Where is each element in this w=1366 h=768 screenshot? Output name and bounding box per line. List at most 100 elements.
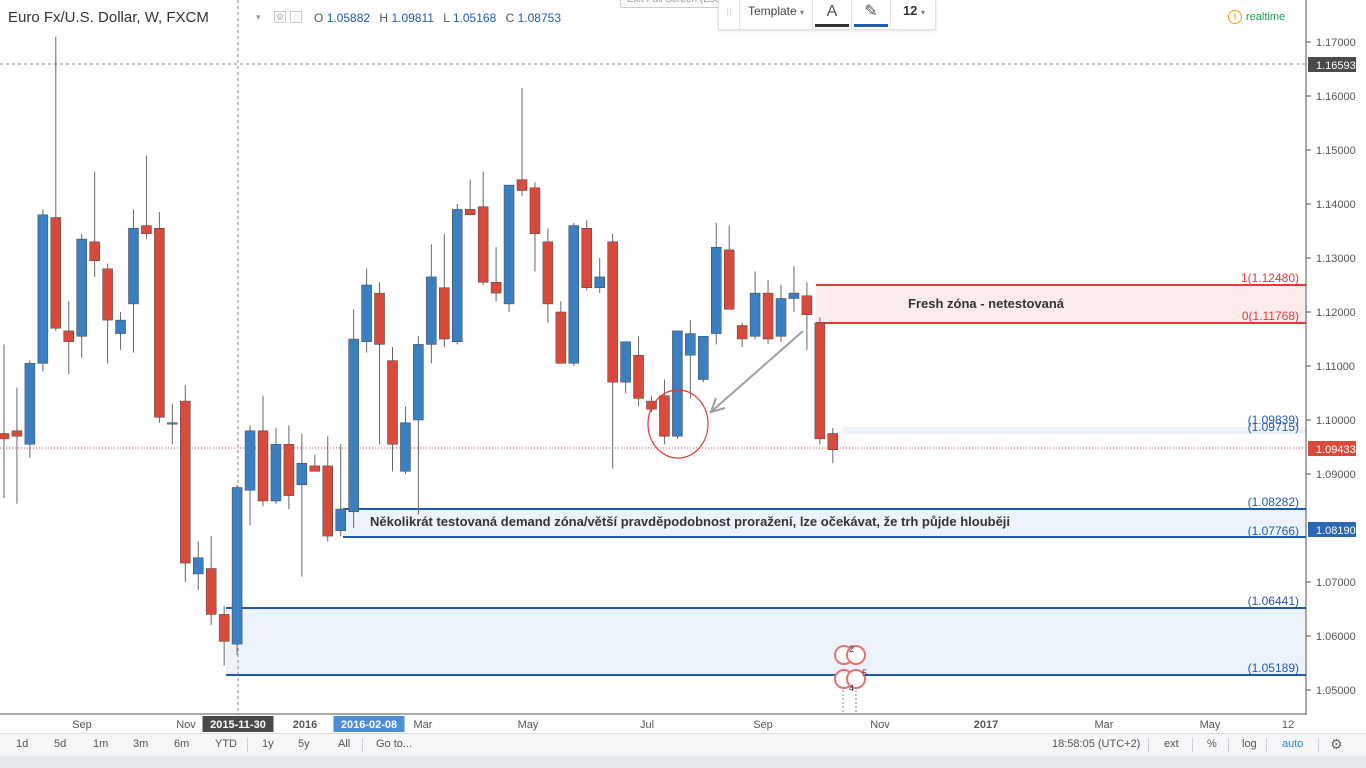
- candle[interactable]: [296, 433, 308, 577]
- candle[interactable]: [633, 336, 644, 407]
- candle[interactable]: [762, 279, 774, 345]
- candle[interactable]: [205, 536, 217, 626]
- price-axis[interactable]: 1.17000 1.16000 1.15000 1.14000 1.13000 1.120…: [1306, 37, 1356, 697]
- candle[interactable]: [529, 182, 541, 272]
- candle[interactable]: [270, 428, 282, 504]
- demand-zone[interactable]: [343, 509, 1306, 537]
- line-color-button[interactable]: ✎: [852, 0, 891, 29]
- exit-fullscreen-button[interactable]: Exit Full Screen (Esc): [620, 0, 731, 8]
- event-markers[interactable]: [834, 645, 866, 714]
- candle[interactable]: [167, 403, 178, 445]
- candle[interactable]: [115, 312, 126, 350]
- range-6m[interactable]: 6m: [174, 738, 190, 750]
- candle[interactable]: [788, 266, 800, 312]
- hide-icon[interactable]: ◌: [290, 11, 302, 23]
- goto-button[interactable]: Go to...: [376, 738, 413, 750]
- settings-icon[interactable]: ⚙: [274, 11, 286, 23]
- candle[interactable]: [775, 285, 787, 342]
- candle[interactable]: [76, 233, 87, 358]
- candle[interactable]: [814, 317, 826, 445]
- symbol-title[interactable]: Euro Fx/U.S. Dollar, W, FXCM: [8, 9, 209, 26]
- candle[interactable]: [257, 395, 269, 507]
- candle[interactable]: [24, 360, 36, 458]
- candle[interactable]: [231, 484, 243, 655]
- candle[interactable]: [516, 87, 528, 196]
- candle[interactable]: [322, 436, 333, 542]
- candle[interactable]: [439, 233, 450, 348]
- symbol-dropdown-icon[interactable]: ▾: [256, 12, 261, 22]
- candle[interactable]: [309, 455, 321, 472]
- candle[interactable]: [50, 36, 62, 331]
- range-1d[interactable]: 1d: [16, 738, 29, 750]
- annotation-arrow-line[interactable]: [711, 330, 804, 412]
- option-log[interactable]: log: [1242, 738, 1257, 750]
- candle[interactable]: [0, 344, 10, 499]
- template-dropdown[interactable]: Template ▾: [740, 0, 813, 29]
- range-all[interactable]: All: [338, 738, 351, 750]
- candle[interactable]: [37, 209, 49, 372]
- blue-upper-zone[interactable]: [843, 427, 1306, 434]
- candle[interactable]: [672, 330, 683, 439]
- candle[interactable]: [374, 282, 385, 445]
- annotation-circle[interactable]: [647, 389, 709, 459]
- candle[interactable]: [827, 428, 839, 464]
- candle[interactable]: [503, 184, 515, 312]
- gear-icon[interactable]: ⚙: [1330, 736, 1343, 752]
- option-percent[interactable]: %: [1207, 738, 1217, 750]
- candle[interactable]: [594, 258, 605, 294]
- candle[interactable]: [685, 320, 696, 399]
- candle[interactable]: [607, 233, 618, 469]
- drag-handle-icon[interactable]: ⁞⁞: [719, 0, 740, 29]
- candle[interactable]: [218, 606, 230, 666]
- candle[interactable]: [180, 384, 191, 582]
- crosshair-plus[interactable]: +: [1293, 57, 1301, 72]
- candle[interactable]: [426, 244, 437, 364]
- candle[interactable]: [128, 209, 139, 353]
- text-color-button[interactable]: A: [813, 0, 852, 29]
- range-1y[interactable]: 1y: [262, 738, 274, 750]
- candle[interactable]: [736, 322, 748, 348]
- option-auto[interactable]: auto: [1282, 738, 1304, 750]
- candle[interactable]: [154, 212, 165, 423]
- clock-display[interactable]: 18:58:05 (UTC+2): [1052, 738, 1141, 750]
- candle[interactable]: [581, 220, 592, 291]
- candle[interactable]: [801, 282, 813, 350]
- candle[interactable]: [63, 301, 74, 375]
- candle[interactable]: [335, 444, 346, 537]
- candle[interactable]: [542, 228, 554, 323]
- candle[interactable]: [555, 301, 567, 364]
- candle[interactable]: [89, 171, 100, 277]
- time-axis[interactable]: Sep Nov 2015-11-30 2016 2016-02-08 Mar May Jul S…: [72, 716, 1294, 732]
- range-1m[interactable]: 1m: [93, 738, 109, 750]
- candle[interactable]: [620, 341, 631, 393]
- candle[interactable]: [698, 336, 709, 383]
- range-5y[interactable]: 5y: [298, 738, 310, 750]
- font-size-dropdown[interactable]: 12 ▾: [893, 0, 935, 29]
- candle[interactable]: [141, 155, 152, 240]
- candle[interactable]: [400, 406, 411, 475]
- candle[interactable]: [244, 425, 256, 526]
- candle[interactable]: [413, 336, 424, 515]
- range-ytd[interactable]: YTD: [215, 738, 237, 750]
- candle[interactable]: [283, 425, 295, 510]
- candle[interactable]: [568, 222, 580, 366]
- candle[interactable]: [387, 347, 398, 472]
- candle[interactable]: [477, 171, 489, 285]
- range-5d[interactable]: 5d: [54, 738, 67, 750]
- candle[interactable]: [452, 204, 463, 345]
- fresh-zone[interactable]: [816, 285, 1306, 323]
- candle[interactable]: [490, 247, 502, 302]
- candle[interactable]: [749, 271, 761, 340]
- candle[interactable]: [723, 225, 735, 310]
- realtime-indicator[interactable]: ! realtime: [1228, 10, 1285, 24]
- option-ext[interactable]: ext: [1164, 738, 1179, 750]
- candle[interactable]: [348, 309, 359, 528]
- candle[interactable]: [659, 379, 670, 445]
- candle[interactable]: [11, 387, 23, 504]
- candle[interactable]: [711, 222, 722, 345]
- candle[interactable]: [361, 268, 372, 353]
- price-chart[interactable]: 2 4 5 Fresh zóna - netestovaná 1(1.12480…: [0, 0, 1366, 733]
- candle[interactable]: [193, 541, 204, 591]
- lower-demand-zone[interactable]: [226, 608, 1306, 675]
- candle[interactable]: [102, 263, 113, 364]
